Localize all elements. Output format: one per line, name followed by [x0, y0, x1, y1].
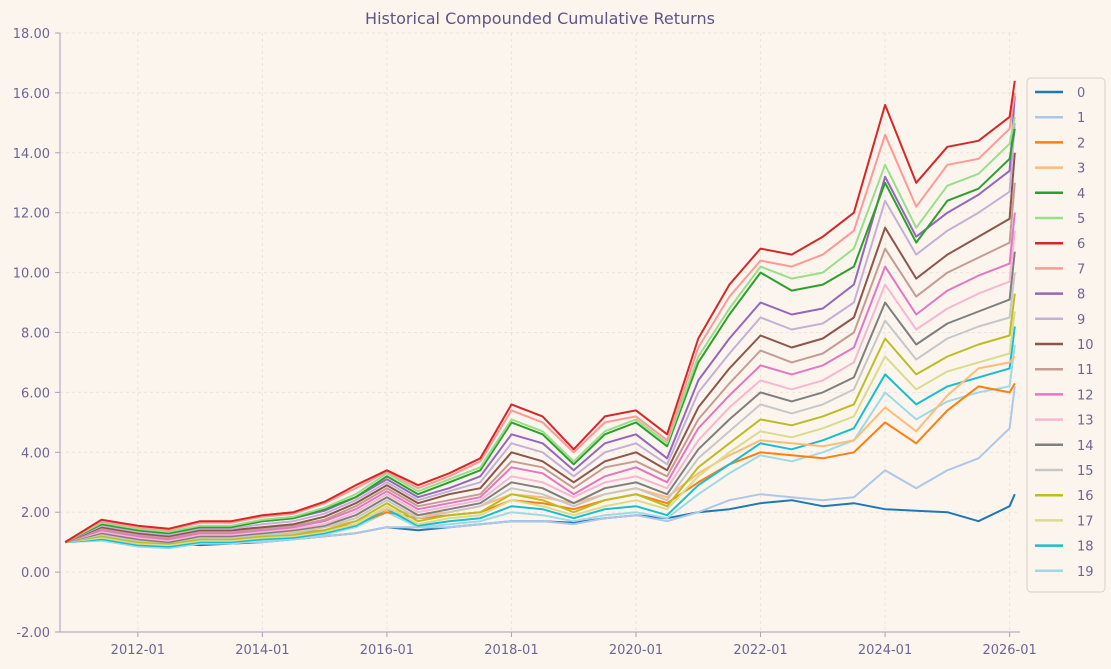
legend-label: 9 [1077, 313, 1085, 328]
series-line-15 [65, 272, 1016, 544]
x-tick-label: 2024-01 [858, 643, 912, 658]
series-lines [64, 80, 1016, 550]
legend-label: 18 [1077, 540, 1094, 555]
x-tick-label: 2020-01 [609, 643, 663, 658]
series-line-5 [64, 116, 1016, 543]
y-tick-label: 10.00 [13, 267, 50, 282]
x-tick-label: 2018-01 [484, 643, 538, 658]
series-line-14 [64, 251, 1016, 544]
axes: -2.00 0.00 2.00 4.00 6.00 8.00 10.00 12.00 14.00… [13, 27, 1037, 658]
series-line-13 [64, 230, 1016, 544]
series-line-10 [64, 152, 1016, 544]
series-line-2 [64, 382, 1016, 544]
series-line-7 [64, 92, 1016, 543]
y-tick-label: 0.00 [21, 566, 50, 581]
series-line-6 [64, 80, 1016, 543]
y-tick-label: 8.00 [21, 327, 50, 342]
series-line-17 [65, 311, 1016, 547]
legend-label: 2 [1077, 136, 1085, 151]
series-line-12 [64, 212, 1016, 544]
series-line-4 [64, 128, 1016, 543]
legend-label: 4 [1077, 187, 1085, 202]
legend-box [1026, 77, 1106, 593]
legend-label: 11 [1077, 363, 1094, 378]
series-line-16 [65, 293, 1016, 545]
y-tick-label: -2.00 [16, 626, 50, 641]
series-line-18 [65, 326, 1016, 548]
x-tick-label: 2026-01 [982, 643, 1036, 658]
legend-label: 19 [1077, 565, 1094, 580]
legend-label: 1 [1077, 111, 1085, 126]
y-tick-label: 16.00 [13, 87, 50, 102]
series-line-9 [64, 122, 1016, 544]
y-tick-label: 2.00 [21, 506, 50, 521]
legend-label: 16 [1077, 489, 1094, 504]
y-tick-label: 14.00 [13, 147, 50, 162]
legend-label: 0 [1077, 86, 1085, 101]
legend-label: 15 [1077, 464, 1094, 479]
legend-label: 17 [1077, 514, 1094, 529]
y-tick-label: 6.00 [21, 386, 50, 401]
y-tick-label: 18.00 [13, 27, 50, 42]
y-tick-label: 4.00 [21, 446, 50, 461]
legend-label: 8 [1077, 288, 1085, 303]
x-tick-label: 2022-01 [733, 643, 787, 658]
legend-label: 5 [1077, 212, 1085, 227]
legend-label: 3 [1077, 162, 1085, 177]
legend-label: 12 [1077, 388, 1094, 403]
legend-label: 7 [1077, 262, 1085, 277]
x-tick-label: 2012-01 [111, 643, 165, 658]
legend-label: 13 [1077, 414, 1094, 429]
y-tick-label: 12.00 [13, 207, 50, 222]
chart-title: Historical Compounded Cumulative Returns [365, 9, 715, 28]
legend-label: 6 [1077, 237, 1085, 252]
legend-label: 14 [1077, 439, 1094, 454]
series-line-11 [64, 182, 1016, 544]
series-line-19 [65, 344, 1016, 550]
x-tick-label: 2016-01 [360, 643, 414, 658]
legend-label: 10 [1077, 338, 1094, 353]
x-tick-label: 2014-01 [235, 643, 289, 658]
series-line-1 [65, 386, 1016, 544]
